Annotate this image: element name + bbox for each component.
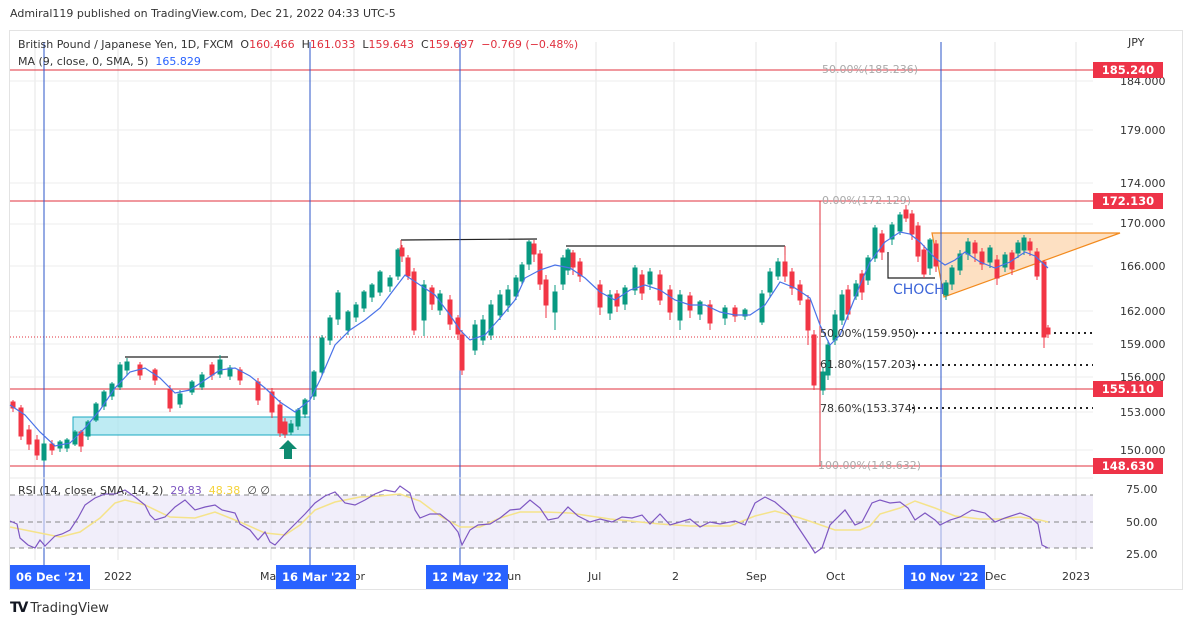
rsi-levels bbox=[10, 494, 1093, 549]
high-value: 161.033 bbox=[309, 38, 356, 51]
price-tag-172: 172.130 bbox=[1093, 193, 1163, 209]
time-tick: 2 bbox=[672, 570, 679, 583]
rsi-line bbox=[9, 485, 1049, 554]
key-levels bbox=[10, 69, 1093, 467]
rsi-ma-value: 48.38 bbox=[208, 484, 241, 497]
demand-zone bbox=[72, 416, 311, 436]
low-value: 159.643 bbox=[368, 38, 415, 51]
time-tick: Sep bbox=[746, 570, 767, 583]
structure-lines bbox=[125, 238, 935, 358]
rsi-tick: 75.00 bbox=[1126, 483, 1158, 496]
change-value: −0.769 (−0.48%) bbox=[481, 38, 579, 51]
price-tick: 150.000 bbox=[1120, 444, 1166, 457]
candles bbox=[10, 205, 1051, 462]
rsi-label[interactable]: RSI (14, close, SMA, 14, 2) bbox=[18, 484, 164, 497]
fib-label: 100.00%(148.632) bbox=[818, 459, 922, 472]
symbol-name[interactable]: British Pound / Japanese Yen, 1D, FXCM bbox=[18, 38, 234, 51]
date-tag: 16 Mar '22 bbox=[276, 565, 357, 589]
price-tag-185: 185.240 bbox=[1093, 62, 1163, 78]
price-tick: 162.000 bbox=[1120, 305, 1166, 318]
ma-label[interactable]: MA (9, close, 0, SMA, 5) bbox=[18, 55, 149, 68]
open-value: 160.466 bbox=[249, 38, 295, 51]
rsi-value: 29.83 bbox=[170, 484, 202, 497]
ma-row: MA (9, close, 0, SMA, 5) 165.829 bbox=[18, 53, 578, 70]
date-tag: 06 Dec '21 bbox=[10, 565, 90, 589]
close-value: 159.697 bbox=[428, 38, 475, 51]
price-tick: 174.000 bbox=[1120, 177, 1166, 190]
ma-value: 165.829 bbox=[155, 55, 201, 68]
time-tick: Ma bbox=[260, 570, 277, 583]
tradingview-logo-icon: TV bbox=[10, 600, 28, 616]
rsi-tick: 50.00 bbox=[1126, 516, 1158, 529]
time-tick: Oct bbox=[826, 570, 846, 583]
rsi-legend: RSI (14, close, SMA, 14, 2) 29.83 48.38 … bbox=[18, 482, 270, 499]
chart-legend: British Pound / Japanese Yen, 1D, FXCM O… bbox=[18, 36, 578, 70]
time-tick: 2023 bbox=[1062, 570, 1090, 583]
fib-label: 61.80%(157.203) bbox=[820, 358, 917, 371]
rsi-ma-line bbox=[9, 493, 1049, 538]
tradingview-brand: TradingView bbox=[30, 600, 109, 616]
vertical-grid bbox=[34, 42, 1077, 560]
currency-label: JPY bbox=[1128, 36, 1145, 49]
time-tick: Dec bbox=[985, 570, 1007, 583]
price-tag-148: 148.630 bbox=[1093, 458, 1163, 474]
publisher-line: Admiral119 published on TradingView.com,… bbox=[10, 7, 396, 20]
up-arrow-icon bbox=[279, 440, 297, 459]
price-tick: 166.000 bbox=[1120, 260, 1166, 273]
time-tick: 2022 bbox=[104, 570, 132, 583]
tradingview-logo[interactable]: TV TradingView bbox=[10, 600, 109, 616]
price-tag-155: 155.110 bbox=[1093, 381, 1163, 397]
price-tick: 184.000 bbox=[1120, 75, 1166, 88]
fib-label: 50.00%(185.236) bbox=[822, 63, 919, 76]
price-tick: 153.000 bbox=[1120, 406, 1166, 419]
ma-line bbox=[9, 231, 1049, 447]
rsi-extra: ∅ ∅ bbox=[247, 484, 270, 497]
choch-annotation: CHOCH bbox=[893, 282, 945, 298]
ohlc-row: British Pound / Japanese Yen, 1D, FXCM O… bbox=[18, 38, 579, 51]
price-tick: 170.000 bbox=[1120, 217, 1166, 230]
time-tick: Jun bbox=[504, 570, 522, 583]
fib-label: 78.60%(153.374) bbox=[820, 402, 917, 415]
fib-label: 0.00%(172.129) bbox=[822, 194, 912, 207]
price-tick: 156.000 bbox=[1120, 371, 1166, 384]
date-tag: 12 May '22 bbox=[426, 565, 508, 589]
date-tag: 10 Nov '22 bbox=[904, 565, 985, 589]
rsi-tick: 25.00 bbox=[1126, 548, 1158, 561]
time-tick: Jul bbox=[588, 570, 602, 583]
price-tick: 159.000 bbox=[1120, 338, 1166, 351]
price-tick: 179.000 bbox=[1120, 124, 1166, 137]
fib-label: 50.00%(159.950) bbox=[820, 327, 917, 340]
